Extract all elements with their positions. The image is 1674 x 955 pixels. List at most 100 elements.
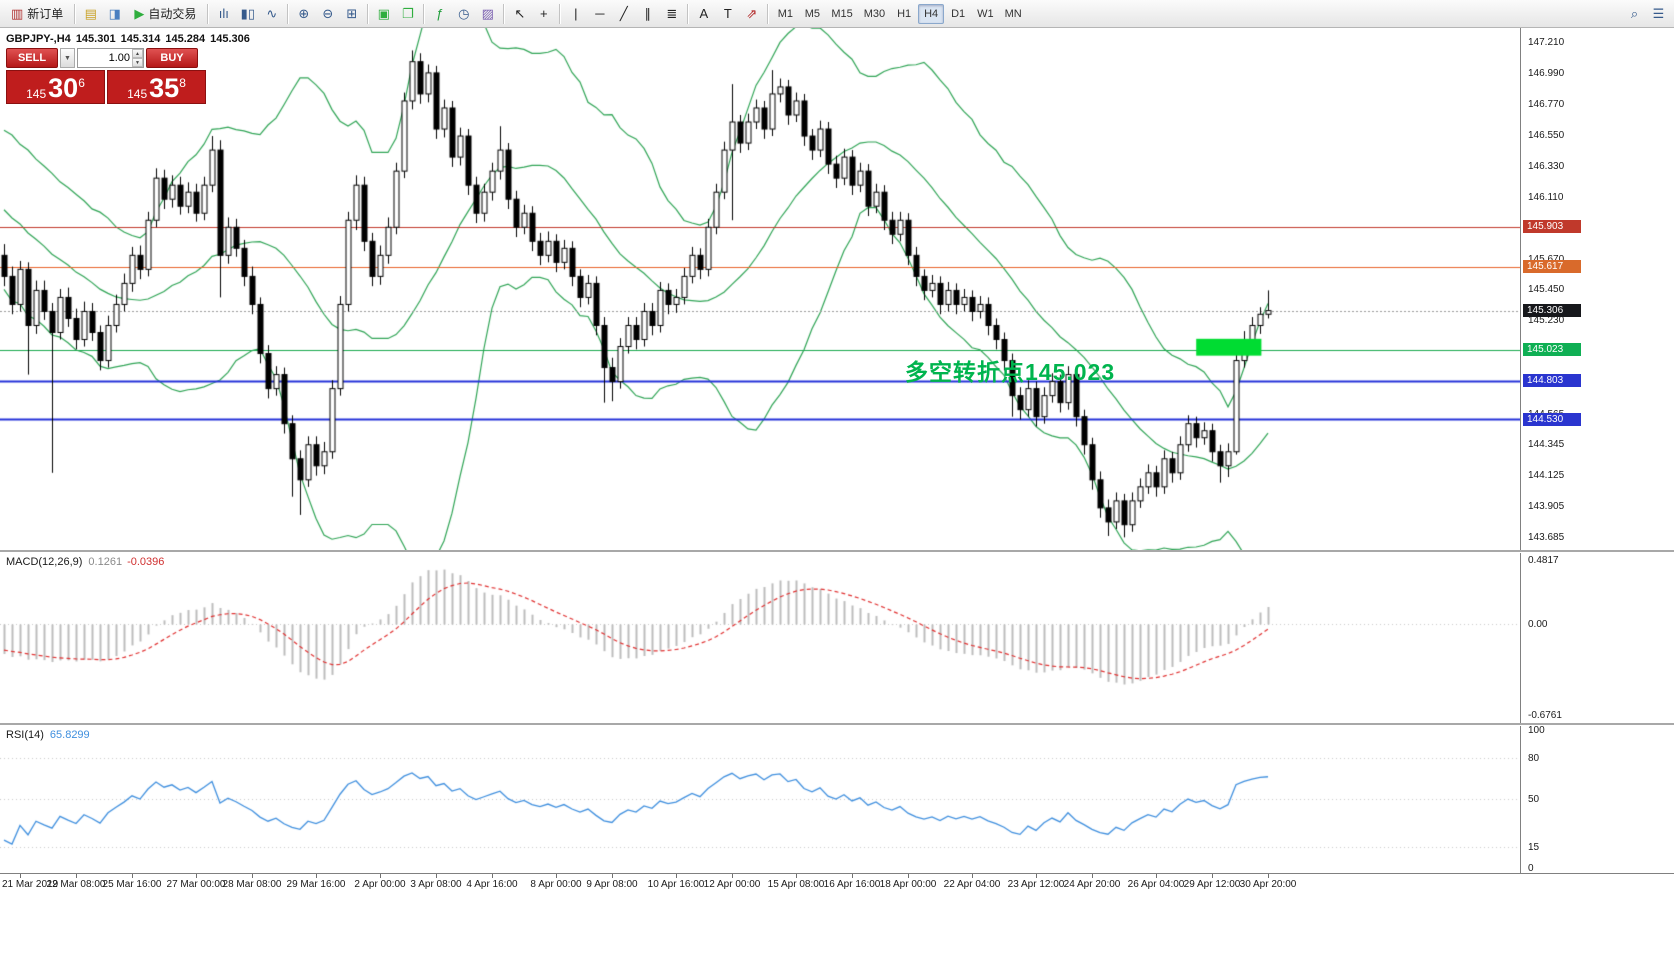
price-tick-label: 146.330 <box>1528 160 1565 172</box>
timeframe-h1[interactable]: H1 <box>891 4 917 24</box>
bar-open-value: 145.301 <box>75 33 116 45</box>
time-tick <box>676 874 677 878</box>
time-axis[interactable]: 21 Mar 2019 22 Mar 08:00 25 Mar 16:00 27 Ma… <box>0 873 1674 900</box>
zoom-out-icon[interactable]: ⊖ <box>316 3 339 25</box>
autotrading-button[interactable]: ▶ 自动交易 <box>127 3 203 25</box>
timeframe-m1[interactable]: M1 <box>772 4 798 24</box>
zoom-in-icon[interactable]: ⊕ <box>292 3 315 25</box>
panels-icon[interactable]: ☰ <box>1647 3 1670 25</box>
timeframe-m30[interactable]: M30 <box>859 4 890 24</box>
timeframe-d1[interactable]: D1 <box>945 4 971 24</box>
new-order-button[interactable]: ▥ 新订单 <box>4 3 70 25</box>
price-marker-145.617[interactable]: 145.617 <box>1523 259 1581 273</box>
rsi-scale-label: 15 <box>1528 842 1540 854</box>
price-marker-144.803[interactable]: 144.803 <box>1523 374 1581 388</box>
time-label: 26 Apr 04:00 <box>1127 879 1185 890</box>
time-tick <box>1268 874 1269 878</box>
sell-button[interactable]: SELL <box>6 48 58 68</box>
toolbar-separator <box>74 3 76 24</box>
macd-indicator-label: MACD(12,26,9) 0.1261 -0.0396 <box>6 556 164 568</box>
fibonacci-retracement-icon[interactable]: ≣ <box>660 3 683 25</box>
autotrading-icon: ▶ <box>134 6 145 21</box>
time-label: 12 Apr 00:00 <box>703 879 761 890</box>
time-tick <box>612 874 613 878</box>
time-tick <box>1092 874 1093 878</box>
cascade-windows-icon[interactable]: ❐ <box>396 3 419 25</box>
new-order-button-label: 新订单 <box>27 7 64 21</box>
horizontal-line-icon[interactable]: ─ <box>588 3 611 25</box>
rsi-scale-label: 0 <box>1528 863 1534 874</box>
pane-separator[interactable] <box>0 723 1674 726</box>
volume-up-button[interactable]: ▲ <box>132 49 143 58</box>
price-scale[interactable]: 147.210 146.990 146.770 146.550 146.330 146.1… <box>1520 28 1674 874</box>
vertical-line-icon[interactable]: | <box>564 3 587 25</box>
time-tick <box>132 874 133 878</box>
timeframe-h4[interactable]: H4 <box>918 3 945 24</box>
price-tick-label: 145.670 <box>1528 254 1564 265</box>
price-marker-145.903[interactable]: 145.903 <box>1523 219 1581 233</box>
rsi-scale-label: 50 <box>1528 794 1540 805</box>
bar-chart-icon[interactable]: ılı <box>212 3 235 25</box>
time-tick <box>796 874 797 878</box>
new-chart-icon[interactable]: ▤ <box>79 3 102 25</box>
timeframe-mn[interactable]: MN <box>1000 4 1027 24</box>
indicators-icon[interactable]: ƒ <box>428 3 451 25</box>
rsi-pane[interactable]: RSI(14) 65.8299 <box>0 725 1520 873</box>
order-type-dropdown[interactable]: ▼ <box>60 48 75 68</box>
time-label: 22 Mar 08:00 <box>46 879 106 890</box>
sell-price-prefix: 145 <box>26 87 47 101</box>
cursor-icon[interactable]: ↖ <box>508 3 531 25</box>
macd-value-main: 0.1261 <box>88 556 123 568</box>
volume-spinner: ▲ ▼ <box>132 49 143 67</box>
price-tick-label: 143.905 <box>1528 501 1565 513</box>
periods-icon[interactable]: ◷ <box>452 3 475 25</box>
candlestick-chart-icon[interactable]: ▮▯ <box>236 3 259 25</box>
profiles-icon[interactable]: ◨ <box>103 3 126 25</box>
crosshair-icon[interactable]: + <box>532 3 555 25</box>
arrows-icon[interactable]: ⇗ <box>740 3 763 25</box>
price-marker-144.530[interactable]: 144.530 <box>1523 412 1581 426</box>
price-chart-canvas[interactable] <box>0 28 1520 550</box>
time-label: 10 Apr 16:00 <box>647 879 705 890</box>
time-label: 3 Apr 08:00 <box>410 879 462 890</box>
timeframe-m5[interactable]: M5 <box>799 4 825 24</box>
buy-price-panel[interactable]: 145 35 8 <box>107 70 206 104</box>
buy-button[interactable]: BUY <box>146 48 198 68</box>
time-label: 24 Apr 20:00 <box>1063 879 1121 890</box>
time-tick <box>492 874 493 878</box>
toolbar-separator <box>287 3 289 24</box>
timeframe-m15[interactable]: M15 <box>826 4 857 24</box>
time-label: 27 Mar 00:00 <box>166 879 226 890</box>
macd-pane[interactable]: MACD(12,26,9) 0.1261 -0.0396 <box>0 552 1520 723</box>
templates-icon[interactable]: ▨ <box>476 3 499 25</box>
line-chart-icon[interactable]: ∿ <box>260 3 283 25</box>
text-icon[interactable]: A <box>692 3 715 25</box>
rsi-value: 65.8299 <box>49 729 90 741</box>
pivot-annotation-text: 多空转折点145.023 <box>905 359 1116 385</box>
volume-field: ▲ ▼ <box>77 48 144 68</box>
macd-canvas[interactable] <box>0 552 1520 723</box>
macd-value-signal: -0.0396 <box>127 556 165 568</box>
sell-price-panel[interactable]: 145 30 6 <box>6 70 105 104</box>
price-marker-145.306[interactable]: 145.306 <box>1523 303 1581 317</box>
search-icon[interactable]: ⌕ <box>1623 3 1646 25</box>
price-tick-label: 143.685 <box>1528 532 1565 544</box>
equidistant-channel-icon[interactable]: ∥ <box>636 3 659 25</box>
price-marker-145.023[interactable]: 145.023 <box>1523 343 1581 357</box>
tile-windows-icon[interactable]: ⊞ <box>340 3 363 25</box>
pane-separator[interactable] <box>0 550 1674 553</box>
price-chart-pane[interactable]: GBPJPY-,H4 145.301 145.314 145.284 145.306 S… <box>0 28 1520 550</box>
timeframe-w1[interactable]: W1 <box>972 4 999 24</box>
time-tick <box>852 874 853 878</box>
trade-controls-row: SELL ▼ ▲ ▼ BUY <box>6 48 210 68</box>
time-label: 16 Apr 16:00 <box>823 879 881 890</box>
time-label: 18 Apr 00:00 <box>879 879 937 890</box>
volume-down-button[interactable]: ▼ <box>132 58 143 67</box>
rsi-canvas[interactable] <box>0 725 1520 873</box>
arrange-windows-icon[interactable]: ▣ <box>372 3 395 25</box>
volume-input[interactable] <box>78 49 132 67</box>
price-tick-label: 145.230 <box>1528 315 1565 327</box>
trendline-icon[interactable]: ╱ <box>612 3 635 25</box>
text-label-icon[interactable]: T <box>716 3 739 25</box>
